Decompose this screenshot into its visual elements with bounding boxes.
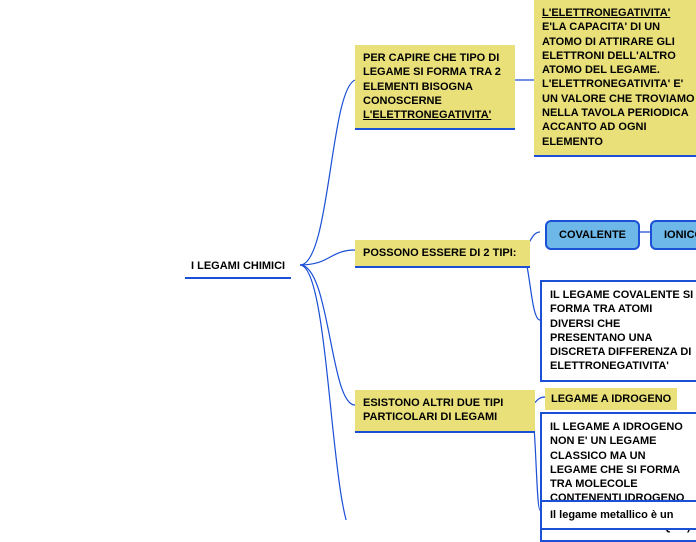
branch1-keyword: L'ELETTRONEGATIVITA' bbox=[363, 109, 491, 121]
branch-altri-tipi[interactable]: ESISTONO ALTRI DUE TIPI PARTICOLARI DI L… bbox=[355, 390, 535, 433]
type2-label: IONICO bbox=[664, 229, 696, 241]
branch-elettronegativita[interactable]: PER CAPIRE CHE TIPO DI LEGAME SI FORMA T… bbox=[355, 45, 515, 130]
legame-idrogeno[interactable]: LEGAME A IDROGENO bbox=[545, 388, 677, 410]
branch4-label: Il legame metallico è un bbox=[550, 509, 674, 521]
elettronegativita-detail[interactable]: L'ELETTRONEGATIVITA' E'LA CAPACITA' DI U… bbox=[534, 0, 696, 157]
root-label: I LEGAMI CHIMICI bbox=[191, 260, 285, 272]
branch3-label: ESISTONO ALTRI DUE TIPI PARTICOLARI DI L… bbox=[363, 397, 503, 423]
branch1-prefix: PER CAPIRE CHE TIPO DI LEGAME SI FORMA T… bbox=[363, 52, 501, 107]
covalente-desc[interactable]: IL LEGAME COVALENTE SI FORMA TRA ATOMI D… bbox=[540, 280, 696, 382]
root-node[interactable]: I LEGAMI CHIMICI bbox=[185, 255, 291, 279]
type1-label: COVALENTE bbox=[559, 229, 626, 241]
branch1-detail-title: L'ELETTRONEGATIVITA' bbox=[542, 7, 670, 19]
branch2-desc: IL LEGAME COVALENTE SI FORMA TRA ATOMI D… bbox=[550, 289, 693, 372]
legame-metallico[interactable]: Il legame metallico è un bbox=[540, 500, 696, 530]
type-covalente[interactable]: COVALENTE bbox=[545, 220, 640, 250]
branch1-detail-text: E'LA CAPACITA' DI UN ATOMO DI ATTIRARE G… bbox=[542, 21, 695, 147]
branch-due-tipi[interactable]: POSSONO ESSERE DI 2 TIPI: bbox=[355, 240, 530, 268]
branch3-sub1: LEGAME A IDROGENO bbox=[551, 393, 671, 405]
branch2-label: POSSONO ESSERE DI 2 TIPI: bbox=[363, 247, 516, 259]
type-ionico[interactable]: IONICO bbox=[650, 220, 696, 250]
